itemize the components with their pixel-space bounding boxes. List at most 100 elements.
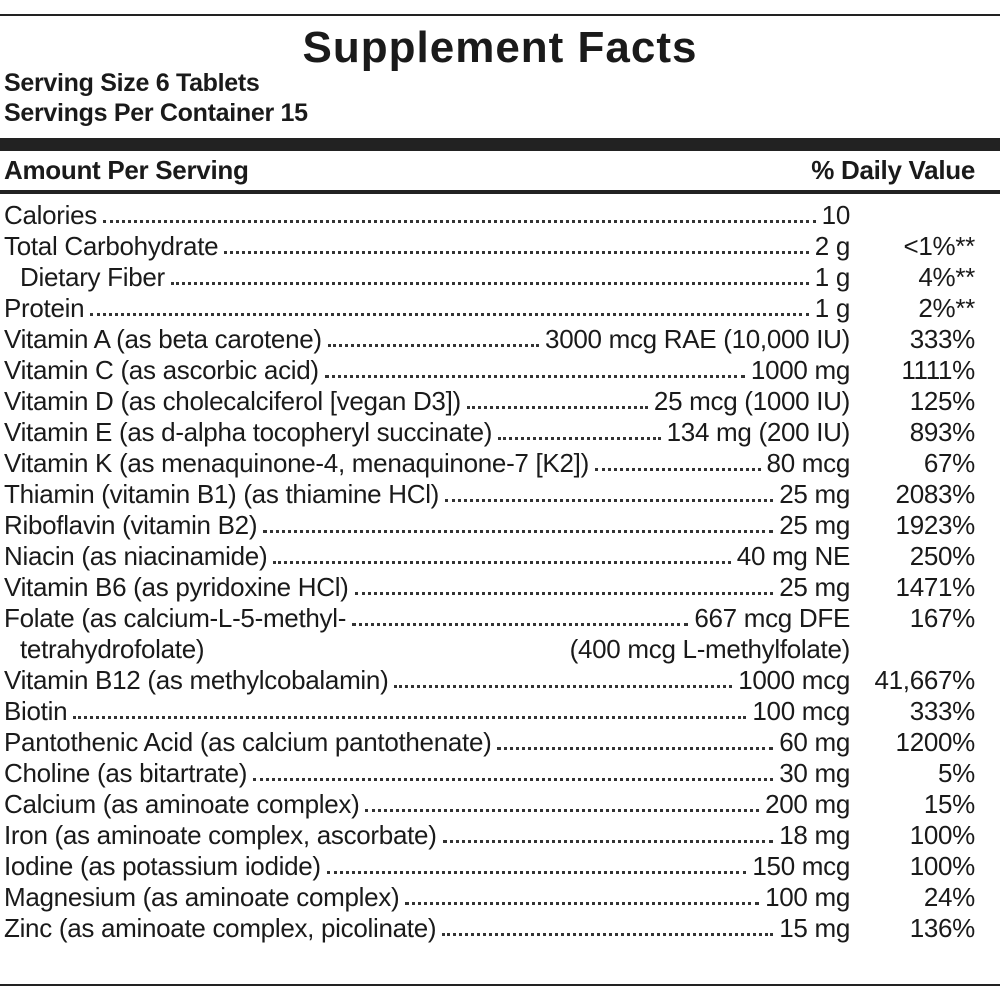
amount: 10 xyxy=(821,200,851,230)
amount: 60 mg xyxy=(779,727,850,757)
daily-value: 100% xyxy=(909,851,976,881)
dot-leader xyxy=(73,716,747,719)
amount: 3000 mcg RAE (10,000 IU) xyxy=(545,324,850,354)
nutrient-row: Niacin (as niacinamide) 40 mg NE 250% xyxy=(4,541,975,572)
dot-leader xyxy=(354,592,774,595)
nutrient-row: Magnesium (as aminoate complex) 100 mg 24% xyxy=(4,882,975,913)
supplement-panel: Supplement Facts Serving Size 6 Tablets … xyxy=(0,14,1000,986)
nutrient-row: Choline (as bitartrate) 30 mg 5% xyxy=(4,758,975,789)
daily-value: 2083% xyxy=(895,479,976,509)
dot-leader xyxy=(352,623,689,626)
amount: 1 g xyxy=(814,262,851,292)
amount: 25 mcg (1000 IU) xyxy=(653,386,850,416)
nutrient-name: Biotin xyxy=(4,696,68,726)
servings-per-container: Servings Per Container 15 xyxy=(4,99,308,127)
daily-value: 41,667% xyxy=(874,665,975,695)
nutrient-row: Thiamin (vitamin B1) (as thiamine HCl) 25… xyxy=(4,479,975,510)
nutrient-name: Folate (as calcium-L-5-methyl- xyxy=(4,603,347,633)
nutrient-name: Niacin (as niacinamide) xyxy=(4,541,268,571)
daily-value: 4%** xyxy=(918,262,975,292)
rule xyxy=(0,190,1000,194)
nutrient-name: Iodine (as potassium iodide) xyxy=(4,851,321,881)
dot-leader xyxy=(594,468,761,471)
amount: 100 mcg xyxy=(752,696,850,726)
serving-size: Serving Size 6 Tablets xyxy=(4,69,260,97)
daily-value: 1471% xyxy=(895,572,976,602)
daily-value: 1111% xyxy=(901,355,975,385)
dot-leader xyxy=(466,406,648,409)
nutrient-name: Magnesium (as aminoate complex) xyxy=(4,882,400,912)
nutrient-row: Riboflavin (vitamin B2) 25 mg 1923% xyxy=(4,510,975,541)
nutrient-name: Total Carbohydrate xyxy=(4,231,219,261)
dot-leader xyxy=(442,840,774,843)
dot-leader xyxy=(224,251,809,254)
nutrient-name: Vitamin E (as d-alpha tocopheryl succina… xyxy=(4,417,493,447)
nutrient-name: Vitamin B12 (as methylcobalamin) xyxy=(4,665,389,695)
dot-leader xyxy=(445,499,774,502)
nutrient-name: Choline (as bitartrate) xyxy=(4,758,248,788)
daily-value: 125% xyxy=(909,386,976,416)
nutrient-name: Calories xyxy=(4,200,97,230)
thick-rule xyxy=(0,138,1000,151)
nutrient-name: Vitamin A (as beta carotene) xyxy=(4,324,322,354)
daily-value: 136% xyxy=(909,913,976,943)
nutrient-row: Vitamin K (as menaquinone-4, menaquinone… xyxy=(4,448,975,479)
dot-leader xyxy=(365,809,760,812)
nutrient-name: tetrahydrofolate) xyxy=(20,634,205,664)
amount: 18 mg xyxy=(779,820,850,850)
amount: 15 mg xyxy=(779,913,850,943)
amount: 25 mg xyxy=(779,510,850,540)
daily-value: <1%** xyxy=(903,231,976,261)
amount: 40 mg NE xyxy=(736,541,851,571)
dot-leader xyxy=(394,685,733,688)
daily-value: 333% xyxy=(909,696,976,726)
dot-leader xyxy=(263,530,774,533)
nutrient-row: Vitamin B6 (as pyridoxine HCl) 25 mg 1471% xyxy=(4,572,975,603)
nutrient-name: Vitamin C (as ascorbic acid) xyxy=(4,355,319,385)
nutrient-row: Calories 10 xyxy=(4,200,975,231)
dot-leader xyxy=(324,375,745,378)
nutrient-row: Vitamin C (as ascorbic acid) 1000 mg 1111% xyxy=(4,355,975,386)
amount: 25 mg xyxy=(779,479,850,509)
dot-leader xyxy=(102,220,816,223)
nutrient-name: Vitamin B6 (as pyridoxine HCl) xyxy=(4,572,349,602)
daily-value: 100% xyxy=(909,820,976,850)
dot-leader xyxy=(498,437,661,440)
header-row: Amount Per Serving % Daily Value xyxy=(4,152,975,188)
daily-value-header: % Daily Value xyxy=(811,155,975,185)
dot-leader xyxy=(497,747,774,750)
dot-leader xyxy=(442,933,774,936)
amount: 200 mg xyxy=(765,789,850,819)
nutrient-name: Riboflavin (vitamin B2) xyxy=(4,510,258,540)
amount: 1000 mcg xyxy=(738,665,850,695)
amount: 30 mg xyxy=(779,758,850,788)
amount: 80 mcg xyxy=(766,448,851,478)
nutrient-row: Biotin 100 mcg 333% xyxy=(4,696,975,727)
nutrient-row: Iron (as aminoate complex, ascorbate) 18 … xyxy=(4,820,975,851)
amount-header: Amount Per Serving xyxy=(4,155,249,185)
nutrient-row: Iodine (as potassium iodide) 150 mcg 100% xyxy=(4,851,975,882)
dot-leader xyxy=(327,344,540,347)
daily-value: 15% xyxy=(923,789,975,819)
dot-leader xyxy=(170,282,809,285)
amount: (400 mcg L-methylfolate) xyxy=(569,634,851,664)
nutrient-row: Vitamin E (as d-alpha tocopheryl succina… xyxy=(4,417,975,448)
amount: 134 mg (200 IU) xyxy=(666,417,851,447)
nutrient-row: Pantothenic Acid (as calcium pantothenat… xyxy=(4,727,975,758)
nutrient-name: Calcium (as aminoate complex) xyxy=(4,789,360,819)
dot-leader xyxy=(405,902,760,905)
nutrient-row: Calcium (as aminoate complex) 200 mg 15% xyxy=(4,789,975,820)
daily-value: 333% xyxy=(909,324,976,354)
nutrient-name: Zinc (as aminoate complex, picolinate) xyxy=(4,913,437,943)
amount: 2 g xyxy=(814,231,851,261)
amount: 667 mcg DFE xyxy=(694,603,850,633)
amount: 100 mg xyxy=(765,882,850,912)
dot-leader xyxy=(90,313,809,316)
nutrient-name: Vitamin K (as menaquinone-4, menaquinone… xyxy=(4,448,589,478)
nutrient-row: Folate (as calcium-L-5-methyl- 667 mcg DF… xyxy=(4,603,975,634)
nutrient-row: Vitamin D (as cholecalciferol [vegan D3]… xyxy=(4,386,975,417)
nutrient-row: Vitamin A (as beta carotene) 3000 mcg RAE… xyxy=(4,324,975,355)
nutrient-name: Iron (as aminoate complex, ascorbate) xyxy=(4,820,437,850)
title: Supplement Facts xyxy=(302,23,698,72)
amount: 150 mcg xyxy=(752,851,850,881)
